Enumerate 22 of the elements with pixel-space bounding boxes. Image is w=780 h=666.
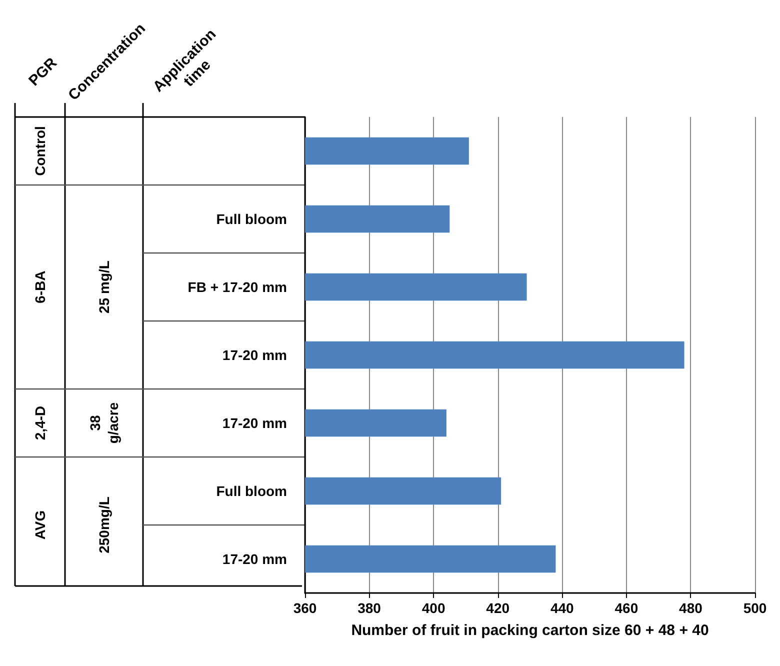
- y-tick-label: Full bloom: [216, 211, 287, 227]
- x-tick-label: 460: [614, 600, 638, 616]
- y-tick-label: 17-20 mm: [222, 347, 287, 363]
- text: 250mg/L: [96, 496, 112, 554]
- x-tick-label: 500: [743, 600, 767, 616]
- text: 6-BA: [32, 270, 48, 304]
- x-axis-title: Number of fruit in packing carton size 60 + 48 + 40: [351, 622, 709, 639]
- text: AVG: [32, 510, 48, 540]
- y-tick-label: 17-20 mm: [222, 551, 287, 567]
- x-tick-label: 440: [550, 600, 574, 616]
- x-tick-label: 420: [486, 600, 510, 616]
- x-tick-label: 360: [293, 600, 317, 616]
- text: Control: [32, 126, 48, 176]
- y-tick-label: Full bloom: [216, 483, 287, 499]
- x-tick-label: 400: [422, 600, 446, 616]
- text: 38 g/acre: [87, 402, 121, 444]
- y-tick-label: 17-20 mm: [222, 415, 287, 431]
- x-tick-label: 380: [358, 600, 382, 616]
- x-tick-label: 480: [679, 600, 703, 616]
- text: 2,4-D: [32, 406, 48, 440]
- text: 25 mg/L: [96, 260, 112, 314]
- y-tick-label: FB + 17-20 mm: [188, 279, 287, 295]
